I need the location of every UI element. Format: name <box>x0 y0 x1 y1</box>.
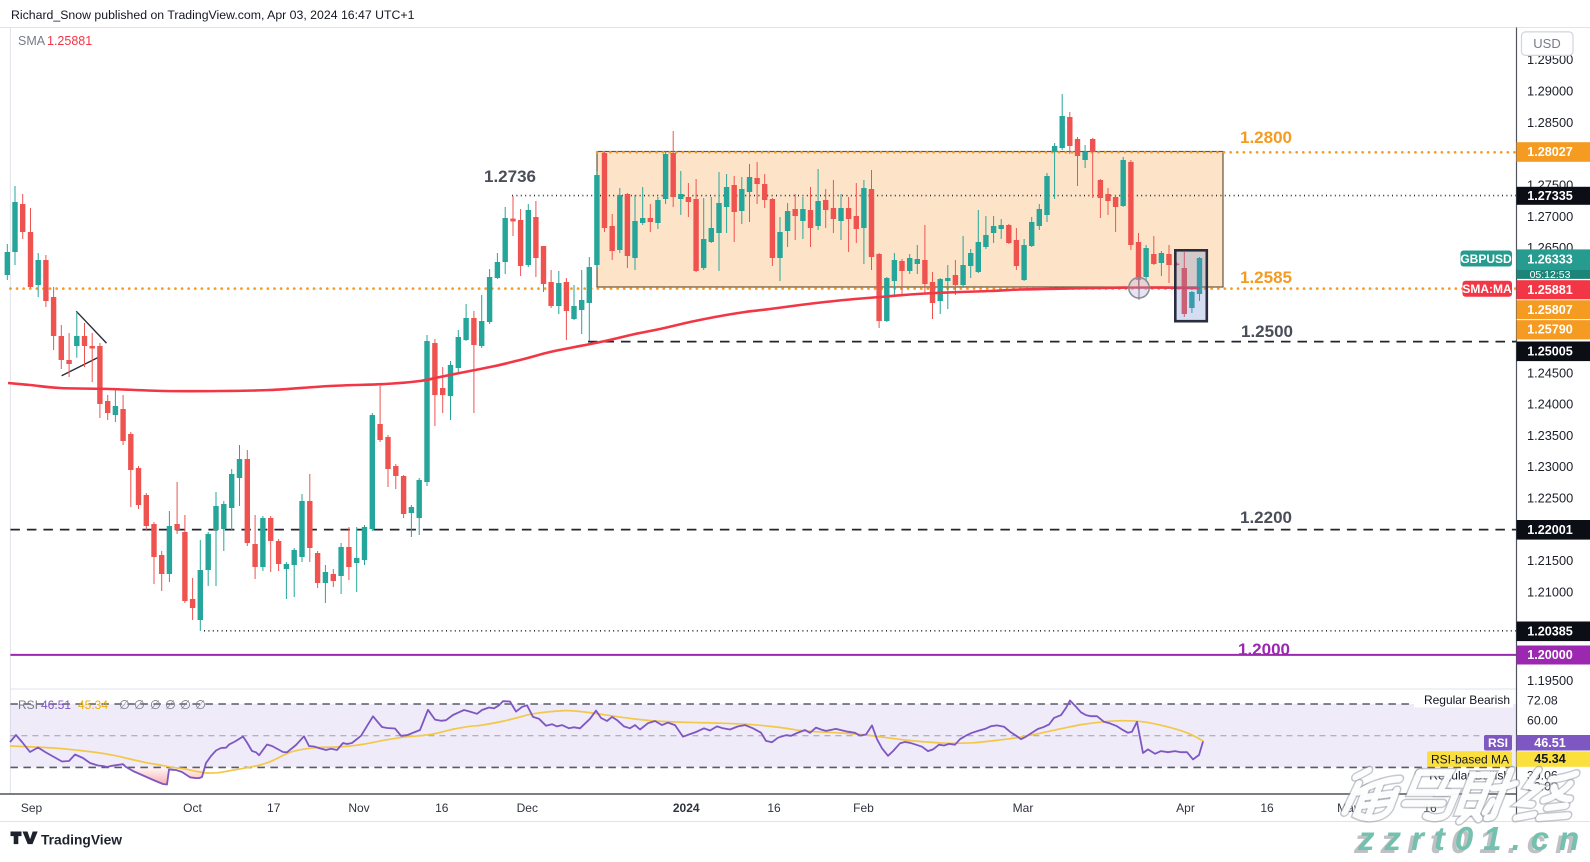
svg-text:45.34: 45.34 <box>1534 752 1566 766</box>
svg-text:Richard_Snow published on Trad: Richard_Snow published on TradingView.co… <box>11 8 415 22</box>
svg-text:1.24500: 1.24500 <box>1527 365 1573 380</box>
svg-text:1.20000: 1.20000 <box>1527 648 1573 662</box>
svg-text:Mar: Mar <box>1013 801 1034 815</box>
svg-text:SMA: SMA <box>18 34 46 48</box>
svg-text:TradingView: TradingView <box>41 833 122 848</box>
svg-text:GBPUSD: GBPUSD <box>1460 252 1512 266</box>
svg-text:1.29000: 1.29000 <box>1527 84 1573 99</box>
svg-text:Feb: Feb <box>853 801 874 815</box>
svg-text:1.27335: 1.27335 <box>1527 189 1573 203</box>
svg-text:Apr: Apr <box>1176 801 1195 815</box>
svg-text:Nov: Nov <box>348 801 369 815</box>
svg-text:RSI-based MA: RSI-based MA <box>1431 753 1509 767</box>
svg-text:∅: ∅ <box>150 698 161 712</box>
svg-text:∅: ∅ <box>195 698 206 712</box>
svg-text:1.2736: 1.2736 <box>484 167 536 186</box>
svg-text:1.25881: 1.25881 <box>47 34 92 48</box>
svg-text:∅: ∅ <box>180 698 191 712</box>
svg-text:1.25790: 1.25790 <box>1527 323 1573 337</box>
svg-text:2024: 2024 <box>673 801 700 815</box>
svg-text:1.28500: 1.28500 <box>1527 115 1573 130</box>
svg-text:1.2585: 1.2585 <box>1240 268 1292 287</box>
svg-text:Oct: Oct <box>183 801 202 815</box>
svg-text:46.51: 46.51 <box>1534 736 1566 750</box>
svg-text:16: 16 <box>767 801 781 815</box>
svg-text:RSI: RSI <box>18 698 38 712</box>
svg-text:1.22001: 1.22001 <box>1527 523 1573 537</box>
svg-text:USD: USD <box>1533 36 1560 51</box>
svg-text:1.19500: 1.19500 <box>1527 673 1573 688</box>
svg-text:∅: ∅ <box>119 698 130 712</box>
svg-text:1.26333: 1.26333 <box>1527 253 1573 267</box>
svg-text:1.24000: 1.24000 <box>1527 397 1573 412</box>
svg-text:∅: ∅ <box>165 698 176 712</box>
svg-text:1.25807: 1.25807 <box>1527 303 1573 317</box>
svg-text:17: 17 <box>267 801 281 815</box>
svg-text:72.08: 72.08 <box>1527 694 1558 708</box>
svg-text:Dec: Dec <box>517 801 538 815</box>
svg-text:05:12:53: 05:12:53 <box>1530 269 1571 281</box>
svg-text:RSI: RSI <box>1488 736 1508 750</box>
svg-text:1.23500: 1.23500 <box>1527 428 1573 443</box>
svg-text:1.21000: 1.21000 <box>1527 585 1573 600</box>
svg-text:∅: ∅ <box>134 698 145 712</box>
svg-text:45.34: 45.34 <box>78 698 108 712</box>
svg-text:60.00: 60.00 <box>1527 714 1558 728</box>
svg-text:Sep: Sep <box>21 801 43 815</box>
svg-text:1.28027: 1.28027 <box>1527 145 1573 159</box>
svg-text:1.25881: 1.25881 <box>1527 283 1573 297</box>
svg-text:16: 16 <box>435 801 449 815</box>
svg-text:1.2200: 1.2200 <box>1240 508 1292 527</box>
svg-text:1.2000: 1.2000 <box>1238 640 1290 659</box>
svg-text:1.2500: 1.2500 <box>1241 322 1293 341</box>
svg-text:zzrt01.cn: zzrt01.cn <box>1357 820 1589 857</box>
svg-text:1.25005: 1.25005 <box>1527 345 1573 359</box>
svg-text:1.23000: 1.23000 <box>1527 459 1573 474</box>
svg-text:46.51: 46.51 <box>41 698 71 712</box>
svg-text:Regular Bearish: Regular Bearish <box>1424 693 1510 707</box>
svg-text:1.20385: 1.20385 <box>1527 625 1573 639</box>
svg-text:1.2800: 1.2800 <box>1240 128 1292 147</box>
svg-text:1.22500: 1.22500 <box>1527 491 1573 506</box>
svg-text:1.27000: 1.27000 <box>1527 209 1573 224</box>
svg-text:SMA:MA: SMA:MA <box>1462 282 1512 296</box>
svg-text:16: 16 <box>1260 801 1274 815</box>
svg-text:1.21500: 1.21500 <box>1527 553 1573 568</box>
